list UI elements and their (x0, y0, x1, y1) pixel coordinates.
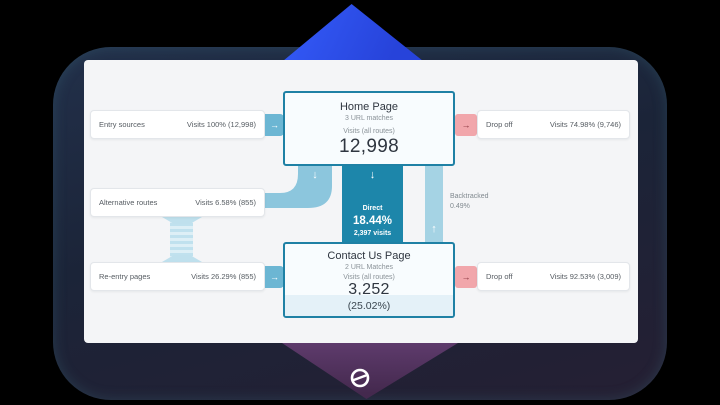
direct-flow-percent: 18.44% (352, 215, 392, 227)
alternative-routes-label: Alternative routes (99, 198, 158, 207)
flow-cap-top (162, 217, 202, 224)
entry-sources-label: Entry sources (99, 120, 145, 129)
dropoff-home-value: Visits 74.98% (9,746) (549, 120, 621, 129)
flow-alternative-to-reentry (170, 217, 193, 262)
brand-ring-logo-icon (350, 368, 370, 388)
right-arrow-icon: → (461, 272, 471, 282)
contact-us-page-node[interactable]: Contact Us Page 2 URL Matches Visits (al… (283, 242, 455, 318)
reentry-pages-box[interactable]: Re-entry pages Visits 26.29% (855) (90, 262, 265, 291)
right-arrow-icon: → (461, 120, 471, 130)
contact-page-visits-label: Visits (all routes) (343, 274, 395, 281)
contact-page-url-matches: 2 URL Matches (345, 264, 393, 271)
blue-diamond-top (283, 4, 423, 61)
flow-cap-bottom (162, 255, 202, 262)
contact-page-title: Contact Us Page (327, 250, 411, 262)
entry-sources-value: Visits 100% (12,998) (186, 120, 256, 129)
down-arrow-icon: ↓ (312, 169, 318, 181)
reentry-pages-label: Re-entry pages (99, 272, 151, 281)
entry-connector-tab[interactable]: → (265, 114, 284, 136)
dropoff-contact-box[interactable]: Drop off Visits 92.53% (3,009) (477, 262, 630, 291)
flow-home-to-alternative (265, 166, 332, 208)
direct-flow-label: Direct (362, 205, 383, 212)
dropoff-contact-value: Visits 92.53% (3,009) (549, 272, 621, 281)
home-page-visits-label: Visits (all routes) (343, 128, 395, 135)
direct-flow-visits: 2,397 visits (353, 230, 392, 237)
right-arrow-icon: → (270, 120, 279, 130)
dropoff-contact-label: Drop off (486, 272, 513, 281)
dropoff-home-box[interactable]: Drop off Visits 74.98% (9,746) (477, 110, 630, 139)
backtracked-text: Backtracked (450, 193, 489, 200)
home-page-url-matches: 3 URL matches (345, 115, 393, 122)
home-page-title: Home Page (339, 101, 399, 113)
alternative-routes-box[interactable]: Alternative routes Visits 6.58% (855) (90, 188, 265, 217)
home-page-visits-value: 12,998 (339, 136, 399, 157)
right-arrow-icon: → (270, 272, 279, 282)
flow-direct-home-to-contact: ↓ Direct 18.44% 2,397 visits (342, 166, 403, 242)
down-arrow-icon: ↓ (369, 169, 376, 181)
home-page-node[interactable]: Home Page 3 URL matches Visits (all rout… (283, 91, 455, 166)
contact-page-visits-value: 3,252 (348, 281, 390, 298)
user-flow-report-card: ↓ Direct 18.44% 2,397 visits ↓ ↑ Backtra… (84, 60, 638, 343)
backtracked-label: Backtracked 0.49% (450, 192, 489, 212)
backtracked-percent: 0.49% (450, 203, 470, 210)
up-arrow-icon: ↑ (431, 223, 437, 235)
reentry-pages-value: Visits 26.29% (855) (191, 272, 256, 281)
reentry-connector-tab[interactable]: → (265, 266, 284, 288)
dropoff-home-label: Drop off (486, 120, 513, 129)
alternative-routes-value: Visits 6.58% (855) (195, 198, 256, 207)
contact-page-share-band: (25.02%) (285, 295, 453, 316)
dropoff-contact-connector-tab[interactable]: → (455, 266, 477, 288)
flow-backtracked (425, 166, 443, 242)
dropoff-home-connector-tab[interactable]: → (455, 114, 477, 136)
entry-sources-box[interactable]: Entry sources Visits 100% (12,998) (90, 110, 265, 139)
